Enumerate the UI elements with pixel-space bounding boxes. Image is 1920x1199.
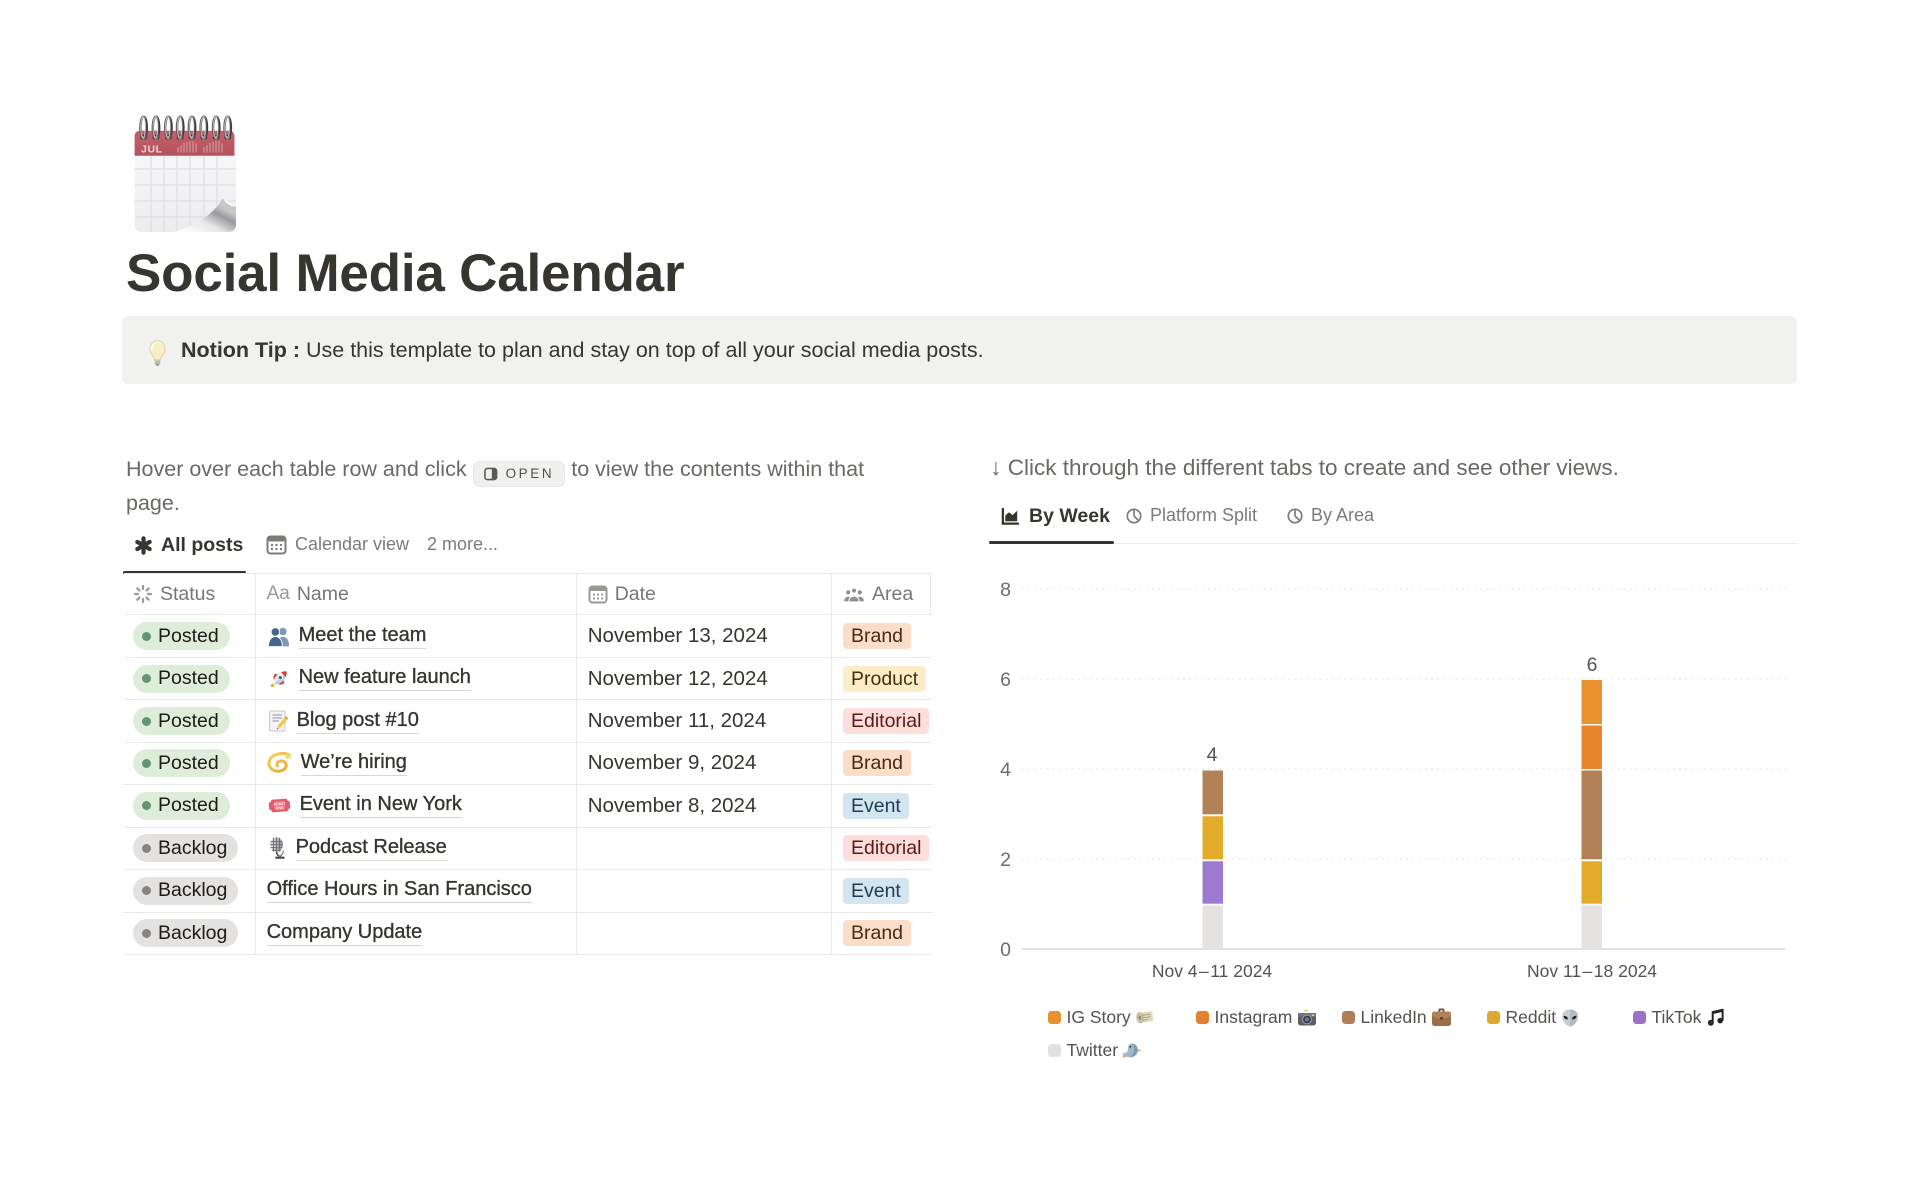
svg-text:4: 4 (1000, 759, 1011, 781)
svg-text:6: 6 (1587, 654, 1598, 676)
svg-text:8: 8 (1000, 579, 1011, 601)
svg-text:ONE: ONE (275, 806, 284, 811)
svg-text:4: 4 (1207, 744, 1218, 766)
svg-text:ADMIT: ADMIT (273, 802, 286, 807)
svg-text:Nov 11 – 18 2024: Nov 11 – 18 2024 (1527, 961, 1657, 981)
svg-text:Nov 4 – 11 2024: Nov 4 – 11 2024 (1152, 961, 1273, 981)
svg-text:JUL: JUL (141, 144, 163, 156)
svg-text:2: 2 (1000, 849, 1011, 871)
svg-text:6: 6 (1000, 669, 1011, 691)
svg-text:0: 0 (1000, 939, 1011, 961)
